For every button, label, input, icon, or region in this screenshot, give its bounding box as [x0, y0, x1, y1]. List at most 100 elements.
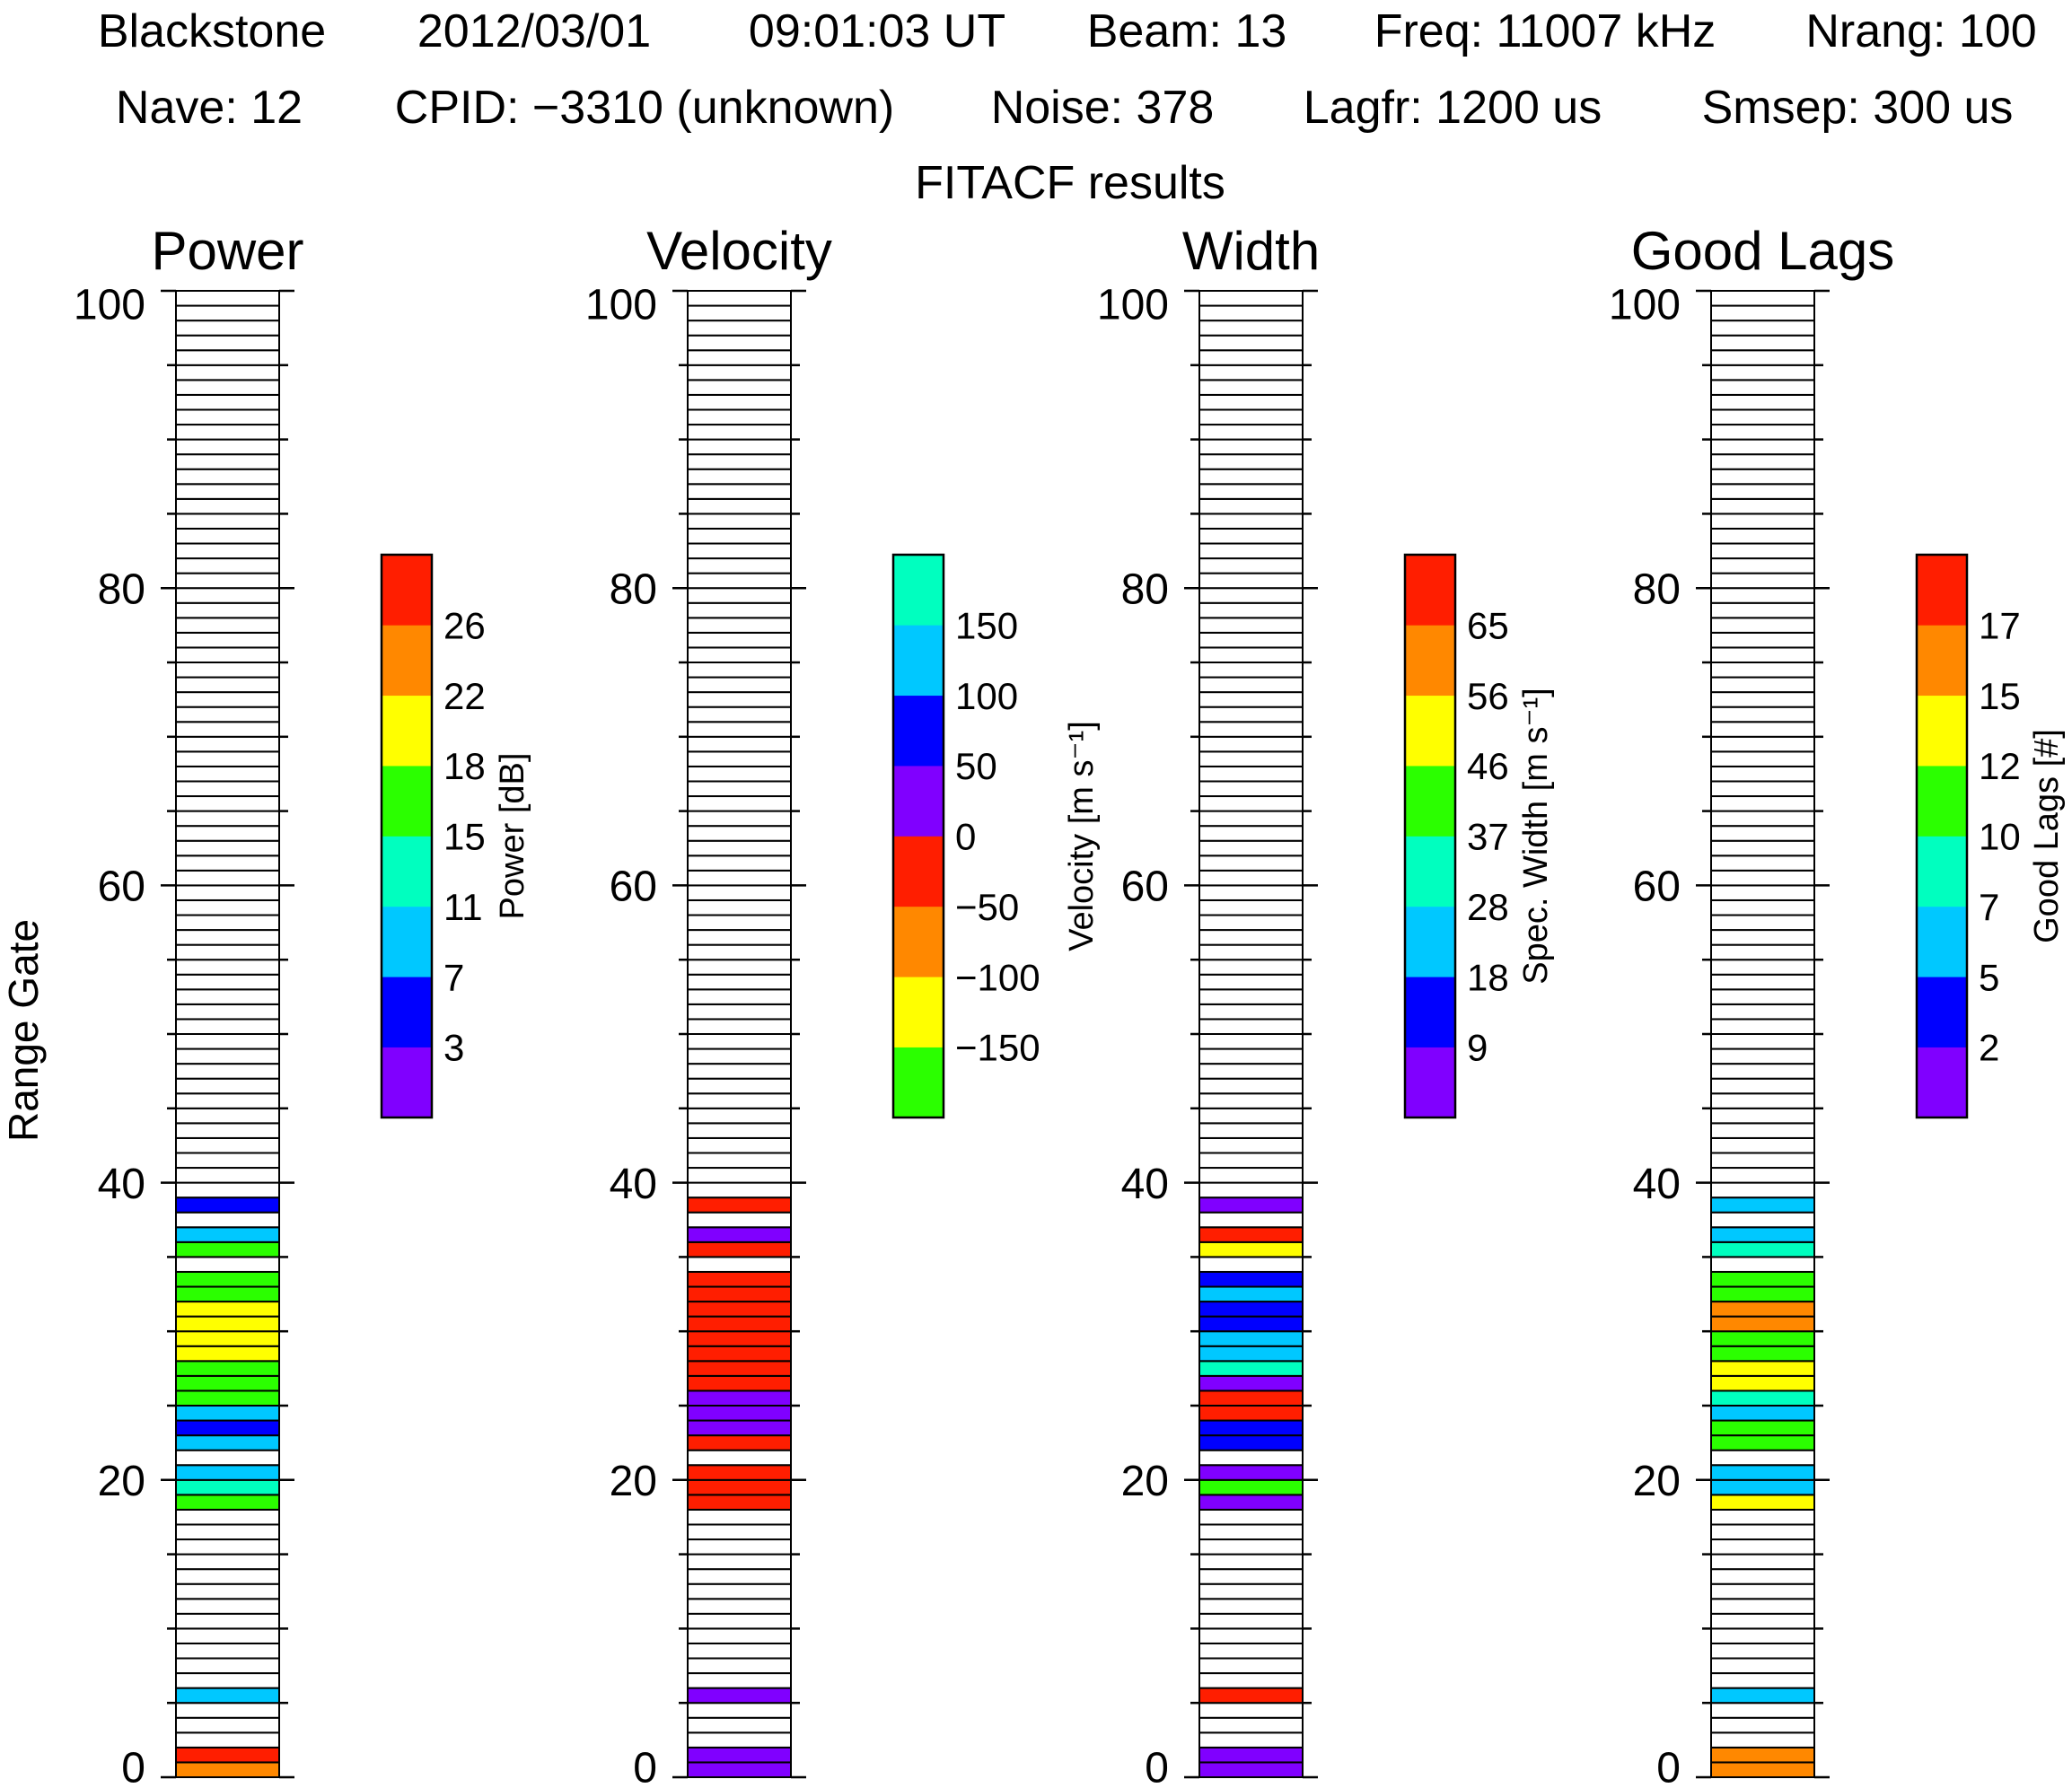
velocity-gate-58-cell — [687, 898, 792, 916]
velocity-gate-82-cell — [687, 542, 792, 560]
width-gate-51-cell — [1198, 1003, 1304, 1021]
power-gate-31-cell — [175, 1301, 280, 1318]
velocity-gate-24-cell — [687, 1405, 792, 1422]
good-lags-gate-0-cell — [1710, 1761, 1815, 1778]
width-gate-66-cell — [1198, 780, 1304, 798]
width-gate-1-cell — [1198, 1746, 1304, 1764]
power-gate-37-cell — [175, 1211, 280, 1229]
power-colorbar-tick-label: 22 — [443, 675, 486, 717]
good-lags-gate-34-cell — [1710, 1256, 1815, 1273]
velocity-gate-96-cell — [687, 334, 792, 352]
power-gate-72-cell — [175, 691, 280, 708]
width-colorbar-segment — [1405, 976, 1455, 1047]
power-gate-19-cell — [175, 1478, 280, 1496]
width-gate-76-cell — [1198, 631, 1304, 649]
velocity-gate-27-cell — [687, 1360, 792, 1377]
width-gate-29-cell — [1198, 1330, 1304, 1347]
velocity-gate-78-cell — [687, 601, 792, 619]
power-gate-23-cell — [175, 1419, 280, 1437]
width-gate-9-cell — [1198, 1627, 1304, 1644]
good-lags-gate-83-cell — [1710, 527, 1815, 545]
velocity-gate-69-cell — [687, 735, 792, 753]
power-gate-50-cell — [175, 1018, 280, 1035]
velocity-ytick-label: 40 — [610, 1161, 657, 1208]
power-gate-85-cell — [175, 497, 280, 515]
power-gate-6-cell — [175, 1672, 280, 1689]
width-gate-28-cell — [1198, 1345, 1304, 1363]
velocity-gate-26-cell — [687, 1374, 792, 1392]
width-colorbar-tick-label: 56 — [1467, 675, 1509, 717]
width-gate-74-cell — [1198, 662, 1304, 679]
good-lags-gate-43-cell — [1710, 1122, 1815, 1139]
power-gate-71-cell — [175, 706, 280, 723]
power-gate-66-cell — [175, 780, 280, 798]
good-lags-gate-9-cell — [1710, 1627, 1815, 1644]
velocity-gate-76-cell — [687, 631, 792, 649]
good-lags-gate-23-cell — [1710, 1419, 1815, 1437]
width-gate-6-cell — [1198, 1672, 1304, 1689]
velocity-gate-17-cell — [687, 1508, 792, 1526]
good-lags-gate-98-cell — [1710, 304, 1815, 322]
velocity-gate-97-cell — [687, 320, 792, 337]
width-colorbar-tick-label: 46 — [1467, 745, 1509, 787]
velocity-gate-40-cell — [687, 1167, 792, 1184]
velocity-gate-91-cell — [687, 408, 792, 426]
velocity-gate-56-cell — [687, 929, 792, 946]
width-gate-55-cell — [1198, 943, 1304, 961]
velocity-gate-60-cell — [687, 869, 792, 887]
power-gate-42-cell — [175, 1136, 280, 1154]
power-gate-17-cell — [175, 1508, 280, 1526]
velocity-title: Velocity — [646, 221, 832, 281]
good-lags-colorbar-segment — [1917, 554, 1967, 626]
width-gate-63-cell — [1198, 825, 1304, 842]
width-ytick-label: 60 — [1121, 863, 1169, 911]
width-gate-13-cell — [1198, 1568, 1304, 1585]
good-lags-gate-74-cell — [1710, 662, 1815, 679]
velocity-gate-59-cell — [687, 884, 792, 901]
width-gate-52-cell — [1198, 988, 1304, 1005]
velocity-gate-90-cell — [687, 424, 792, 441]
good-lags-colorbar-tick-label: 2 — [1979, 1027, 1999, 1069]
good-lags-ytick-label: 80 — [1633, 565, 1681, 613]
power-gate-40-cell — [175, 1167, 280, 1184]
power-colorbar-segment — [382, 554, 432, 626]
good-lags-gate-60-cell — [1710, 869, 1815, 887]
power-gate-39-cell — [175, 1181, 280, 1199]
velocity-gate-35-cell — [687, 1240, 792, 1258]
good-lags-colorbar-segment — [1917, 765, 1967, 837]
good-lags-gate-69-cell — [1710, 735, 1815, 753]
good-lags-gate-26-cell — [1710, 1374, 1815, 1392]
good-lags-gate-49-cell — [1710, 1033, 1815, 1050]
width-gate-32-cell — [1198, 1285, 1304, 1303]
good-lags-gate-59-cell — [1710, 884, 1815, 901]
velocity-gate-9-cell — [687, 1627, 792, 1644]
good-lags-gate-63-cell — [1710, 825, 1815, 842]
power-gate-77-cell — [175, 617, 280, 634]
power-gate-5-cell — [175, 1687, 280, 1705]
velocity-ytick-label: 0 — [633, 1744, 657, 1788]
good-lags-gate-10-cell — [1710, 1612, 1815, 1630]
width-colorbar-segment — [1405, 625, 1455, 697]
width-gate-96-cell — [1198, 334, 1304, 352]
velocity-gate-55-cell — [687, 943, 792, 961]
velocity-gate-49-cell — [687, 1033, 792, 1050]
good-lags-colorbar: 2 5 7 10 12 15 17 Good Lags [#] — [1915, 553, 2066, 1119]
good-lags-gate-31-cell — [1710, 1301, 1815, 1318]
header-nave: Nave: 12 — [116, 82, 303, 134]
good-lags-gate-22-cell — [1710, 1434, 1815, 1451]
width-gate-59-cell — [1198, 884, 1304, 901]
power-gate-93-cell — [175, 379, 280, 396]
power-gate-60-cell — [175, 869, 280, 887]
width-colorbar-segment — [1405, 1047, 1455, 1118]
width-gate-15-cell — [1198, 1538, 1304, 1556]
width-gate-57-cell — [1198, 914, 1304, 932]
good-lags-colorbar-segment — [1917, 976, 1967, 1047]
power-gate-78-cell — [175, 601, 280, 619]
power-colorbar-segment — [382, 625, 432, 697]
power-gate-3-cell — [175, 1716, 280, 1734]
header-date: 2012/03/01 — [417, 5, 651, 57]
good-lags-gate-73-cell — [1710, 676, 1815, 694]
good-lags-gate-90-cell — [1710, 424, 1815, 441]
good-lags-gate-16-cell — [1710, 1523, 1815, 1541]
